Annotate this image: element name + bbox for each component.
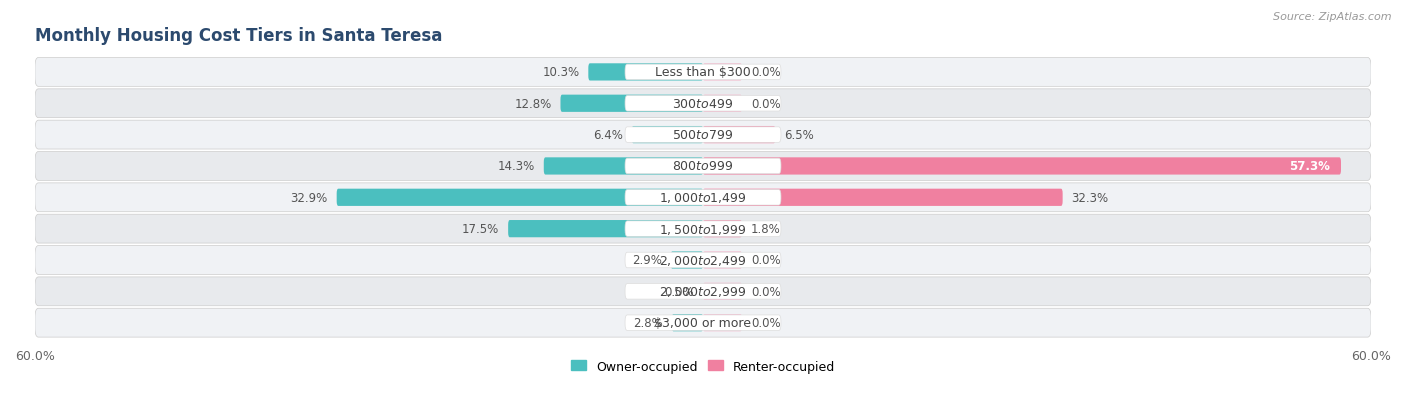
FancyBboxPatch shape (672, 314, 703, 332)
FancyBboxPatch shape (35, 58, 1371, 87)
FancyBboxPatch shape (35, 183, 1371, 212)
FancyBboxPatch shape (35, 152, 1371, 181)
Text: $1,000 to $1,499: $1,000 to $1,499 (659, 191, 747, 205)
FancyBboxPatch shape (588, 64, 703, 81)
FancyBboxPatch shape (35, 90, 1371, 119)
Text: 0.0%: 0.0% (751, 254, 780, 267)
FancyBboxPatch shape (626, 96, 780, 112)
FancyBboxPatch shape (703, 64, 742, 81)
FancyBboxPatch shape (626, 159, 780, 174)
FancyBboxPatch shape (703, 95, 742, 113)
FancyBboxPatch shape (671, 252, 703, 269)
FancyBboxPatch shape (703, 189, 1063, 206)
FancyBboxPatch shape (703, 283, 742, 300)
Legend: Owner-occupied, Renter-occupied: Owner-occupied, Renter-occupied (567, 355, 839, 378)
FancyBboxPatch shape (626, 315, 780, 331)
Text: 12.8%: 12.8% (515, 97, 551, 111)
Text: 0.0%: 0.0% (751, 316, 780, 330)
Text: Source: ZipAtlas.com: Source: ZipAtlas.com (1274, 12, 1392, 22)
Text: 0.0%: 0.0% (751, 285, 780, 298)
Text: 6.5%: 6.5% (785, 129, 814, 142)
Text: $3,000 or more: $3,000 or more (655, 316, 751, 330)
FancyBboxPatch shape (561, 95, 703, 113)
FancyBboxPatch shape (626, 190, 780, 206)
Text: $300 to $499: $300 to $499 (672, 97, 734, 111)
Text: $500 to $799: $500 to $799 (672, 129, 734, 142)
Text: 6.4%: 6.4% (593, 129, 623, 142)
Text: 1.8%: 1.8% (751, 223, 780, 235)
Text: 17.5%: 17.5% (463, 223, 499, 235)
FancyBboxPatch shape (508, 221, 703, 238)
Text: 0.0%: 0.0% (665, 285, 695, 298)
Text: 14.3%: 14.3% (498, 160, 534, 173)
Text: 57.3%: 57.3% (1289, 160, 1330, 173)
FancyBboxPatch shape (703, 314, 742, 332)
Text: 32.3%: 32.3% (1071, 191, 1109, 204)
FancyBboxPatch shape (626, 65, 780, 81)
FancyBboxPatch shape (35, 309, 1371, 337)
FancyBboxPatch shape (626, 128, 780, 143)
Text: $800 to $999: $800 to $999 (672, 160, 734, 173)
Text: 32.9%: 32.9% (291, 191, 328, 204)
FancyBboxPatch shape (626, 221, 780, 237)
FancyBboxPatch shape (336, 189, 703, 206)
FancyBboxPatch shape (626, 253, 780, 268)
Text: Monthly Housing Cost Tiers in Santa Teresa: Monthly Housing Cost Tiers in Santa Tere… (35, 27, 443, 45)
FancyBboxPatch shape (35, 215, 1371, 244)
Text: 2.8%: 2.8% (633, 316, 662, 330)
Text: 0.0%: 0.0% (751, 97, 780, 111)
FancyBboxPatch shape (703, 158, 1341, 175)
Text: $2,000 to $2,499: $2,000 to $2,499 (659, 254, 747, 267)
Text: $2,500 to $2,999: $2,500 to $2,999 (659, 285, 747, 299)
Text: Less than $300: Less than $300 (655, 66, 751, 79)
FancyBboxPatch shape (703, 127, 775, 144)
FancyBboxPatch shape (703, 252, 742, 269)
FancyBboxPatch shape (631, 127, 703, 144)
FancyBboxPatch shape (35, 277, 1371, 306)
Text: 10.3%: 10.3% (543, 66, 579, 79)
Text: 2.9%: 2.9% (631, 254, 662, 267)
FancyBboxPatch shape (35, 121, 1371, 150)
FancyBboxPatch shape (703, 221, 742, 238)
Text: $1,500 to $1,999: $1,500 to $1,999 (659, 222, 747, 236)
FancyBboxPatch shape (544, 158, 703, 175)
Text: 0.0%: 0.0% (751, 66, 780, 79)
FancyBboxPatch shape (35, 246, 1371, 275)
FancyBboxPatch shape (626, 284, 780, 299)
